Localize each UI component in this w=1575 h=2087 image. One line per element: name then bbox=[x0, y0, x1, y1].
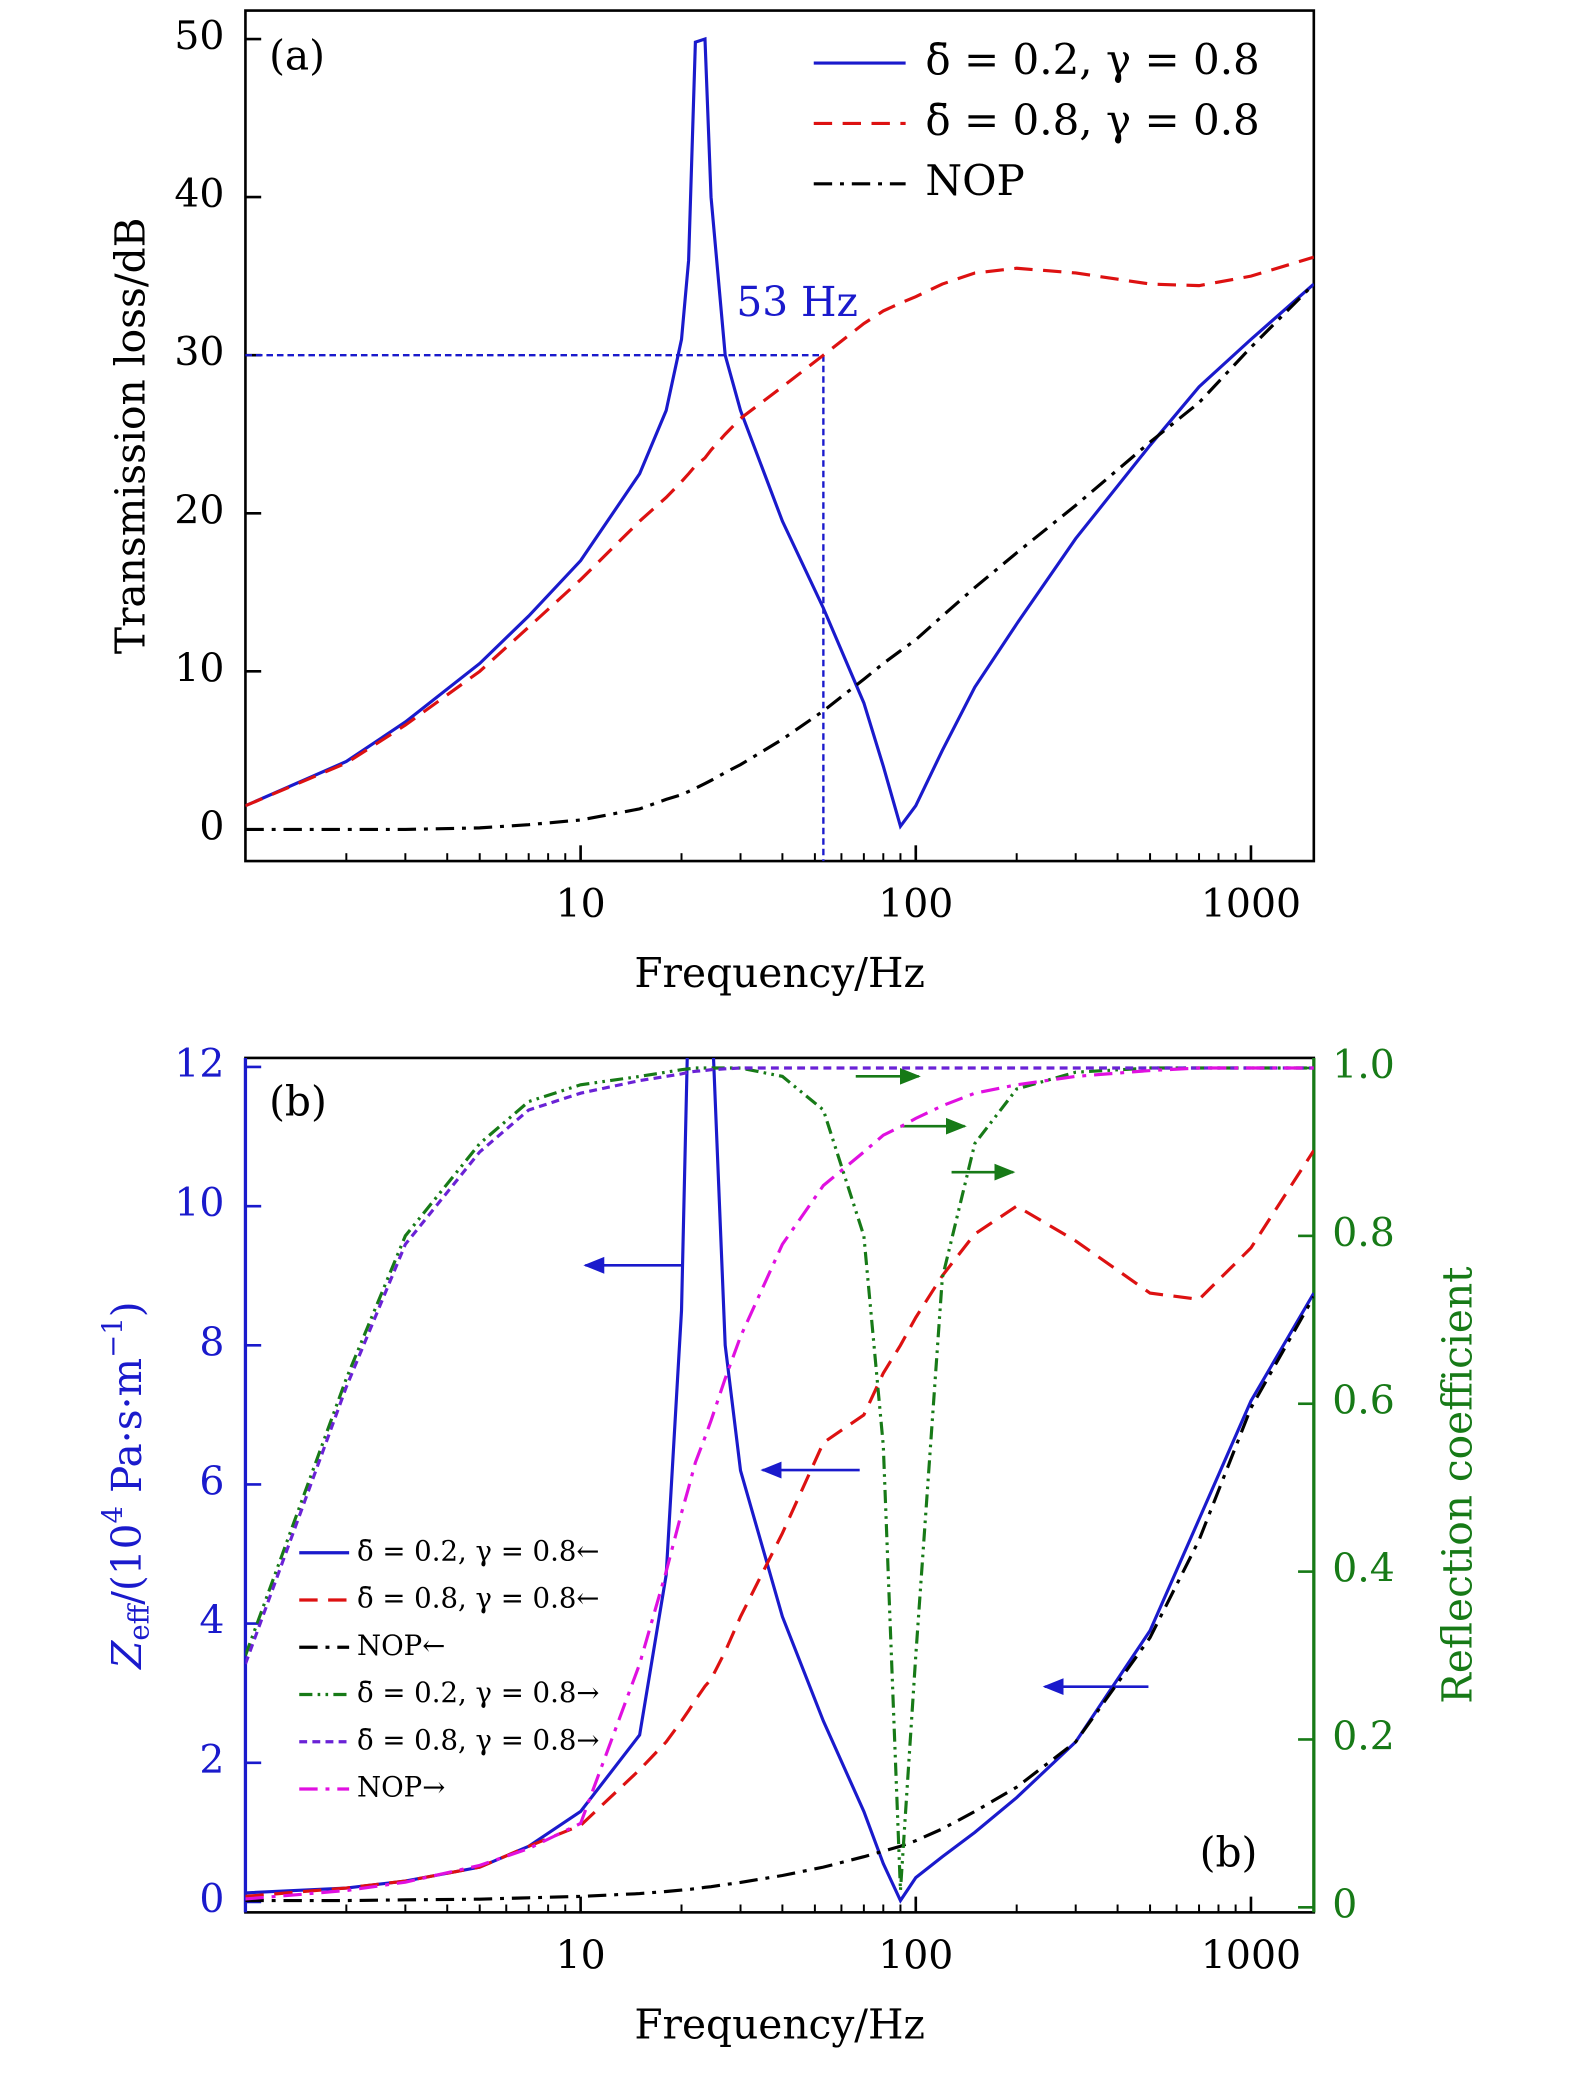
x-tick-label: 1000 bbox=[1201, 1932, 1301, 1978]
y-axis-label-part: Z bbox=[102, 1640, 150, 1671]
y-tick-label: 10 bbox=[174, 645, 224, 691]
y-axis-label-part: Pa·s·m bbox=[102, 1358, 150, 1506]
annotation-text: 53 Hz bbox=[736, 278, 858, 326]
series-line bbox=[245, 1066, 1314, 1665]
series-line bbox=[245, 1295, 1314, 1903]
legend-label: δ̄ = 0.2, γ = 0.8← bbox=[357, 1535, 599, 1567]
y-tick-label: 40 bbox=[174, 171, 224, 217]
y-axis-label-part: 4 bbox=[97, 1506, 129, 1524]
y-tick-label: 4 bbox=[199, 1598, 224, 1644]
panel-label: (b) bbox=[269, 1078, 327, 1126]
legend-label: NOP← bbox=[357, 1630, 445, 1662]
x-tick-label: 10 bbox=[556, 881, 606, 927]
x-tick-label: 1000 bbox=[1201, 881, 1301, 927]
series-line bbox=[245, 1149, 1314, 1898]
pointer-arrows bbox=[583, 1067, 1149, 1696]
y-axis-label: Transmission loss/dB bbox=[106, 217, 154, 654]
series-line bbox=[245, 282, 1314, 832]
series-line bbox=[245, 255, 1314, 808]
y2-tick-label: 0.8 bbox=[1332, 1210, 1395, 1256]
legend-label: NOP bbox=[925, 156, 1024, 205]
legend-label: δ̄ = 0.2, γ = 0.8 bbox=[925, 35, 1259, 84]
legend-label: δ̄ = 0.8, γ = 0.8← bbox=[357, 1583, 599, 1615]
y-tick-label: 30 bbox=[174, 329, 224, 375]
y-axis-label: Zeff/(104 Pa·s·m−1) bbox=[97, 1301, 155, 1671]
x-tick-label: 10 bbox=[556, 1932, 606, 1978]
y-axis-label-part: ) bbox=[102, 1301, 150, 1317]
y-tick-label: 6 bbox=[199, 1458, 224, 1504]
series-line bbox=[245, 1057, 1314, 1904]
x-tick-label: 100 bbox=[878, 881, 953, 927]
plot-area bbox=[245, 36, 1314, 832]
panel-label: (a) bbox=[269, 32, 325, 80]
panel-label: (b) bbox=[1200, 1828, 1258, 1876]
legend-label: δ̄ = 0.8, γ = 0.8→ bbox=[357, 1724, 599, 1756]
x-tick-label: 100 bbox=[878, 1932, 953, 1978]
x-axis-label: Frequency/Hz bbox=[634, 949, 925, 997]
legend-label: NOP→ bbox=[357, 1772, 445, 1804]
plot-area bbox=[245, 1057, 1314, 1904]
series-line bbox=[245, 1066, 1314, 1901]
y-tick-label: 10 bbox=[174, 1180, 224, 1226]
series-line bbox=[245, 36, 1314, 830]
y-tick-label: 0 bbox=[199, 803, 224, 849]
y-axis-label-part: −1 bbox=[97, 1317, 129, 1358]
y-tick-label: 8 bbox=[199, 1319, 224, 1365]
legend-label: δ̄ = 0.8, γ = 0.8 bbox=[925, 95, 1259, 144]
y2-tick-label: 0 bbox=[1332, 1881, 1357, 1927]
y2-tick-label: 0.2 bbox=[1332, 1713, 1395, 1759]
plot-frame bbox=[244, 9, 1316, 863]
y-tick-label: 2 bbox=[199, 1737, 224, 1783]
y2-tick-label: 0.4 bbox=[1332, 1546, 1395, 1592]
y-tick-label: 12 bbox=[174, 1041, 224, 1087]
legend-label: δ̄ = 0.2, γ = 0.8→ bbox=[357, 1677, 599, 1709]
y2-tick-label: 1.0 bbox=[1332, 1042, 1395, 1088]
y-axis-label-part: /(10 bbox=[102, 1523, 150, 1604]
x-axis-label: Frequency/Hz bbox=[634, 2000, 925, 2048]
series-line bbox=[245, 1066, 1314, 1891]
y-tick-label: 50 bbox=[174, 13, 224, 59]
y2-axis-label: Reflection coefficient bbox=[1433, 1266, 1481, 1704]
y-tick-label: 0 bbox=[199, 1876, 224, 1922]
y-axis-label-part: eff bbox=[123, 1602, 155, 1640]
y-tick-label: 20 bbox=[174, 487, 224, 533]
y2-tick-label: 0.6 bbox=[1332, 1378, 1395, 1424]
